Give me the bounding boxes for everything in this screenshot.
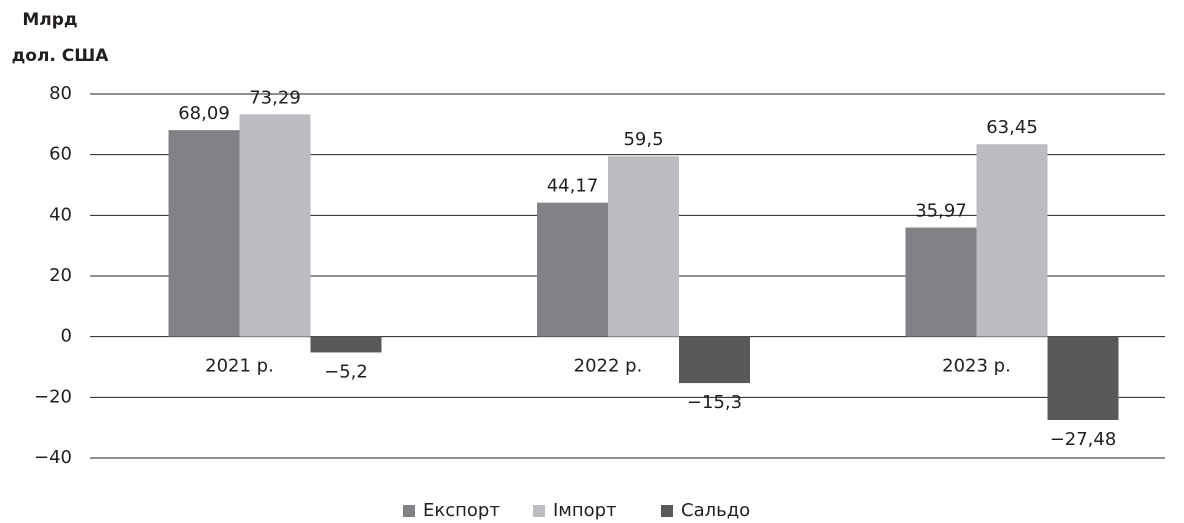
y-axis-label: дол. США: [12, 46, 110, 66]
data-label: −27,48: [1050, 429, 1117, 450]
data-label: 68,09: [178, 103, 230, 124]
bar: [976, 144, 1048, 337]
bar: [608, 156, 679, 337]
y-tick-label: 40: [49, 204, 72, 225]
y-tick-label: −20: [34, 386, 72, 407]
y-tick-label: 80: [49, 83, 72, 104]
data-label: 35,97: [915, 201, 967, 222]
data-label: 59,5: [623, 129, 663, 150]
y-tick-label: 20: [49, 265, 72, 286]
data-label: 63,45: [986, 117, 1038, 138]
legend-label: Імпорт: [553, 500, 617, 521]
data-label: 44,17: [547, 176, 599, 197]
y-tick-label: −40: [34, 447, 72, 468]
x-tick-label: 2021 р.: [205, 356, 274, 377]
legend-swatch: [661, 505, 673, 517]
bar: [537, 202, 608, 337]
data-label: −15,3: [687, 392, 742, 413]
x-tick-label: 2023 р.: [942, 356, 1011, 377]
data-label: 73,29: [249, 87, 301, 108]
legend-label: Сальдо: [681, 500, 750, 521]
legend-label: Експорт: [423, 500, 500, 521]
x-tick-label: 2022 р.: [574, 356, 643, 377]
bar: [679, 336, 750, 384]
bar: [905, 227, 977, 337]
data-label: −5,2: [324, 361, 368, 382]
y-axis-label: Млрд: [22, 10, 77, 30]
bar: [310, 336, 382, 353]
legend-swatch: [403, 505, 415, 517]
y-tick-label: 0: [61, 326, 72, 347]
bar: [239, 114, 311, 337]
y-tick-label: 60: [49, 144, 72, 165]
legend-swatch: [533, 505, 545, 517]
bar: [1047, 336, 1119, 421]
bar: [168, 130, 240, 337]
